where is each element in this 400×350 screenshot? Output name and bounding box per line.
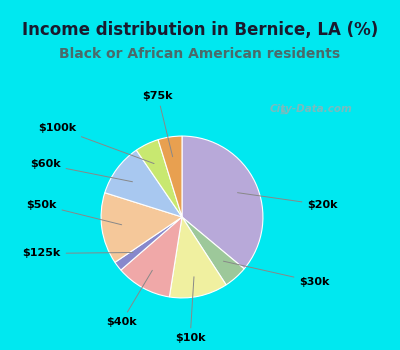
Text: Income distribution in Bernice, LA (%): Income distribution in Bernice, LA (%): [22, 21, 378, 39]
Wedge shape: [136, 140, 182, 217]
Text: $50k: $50k: [26, 200, 122, 225]
Text: $20k: $20k: [238, 193, 338, 210]
Wedge shape: [101, 193, 182, 262]
Text: City-Data.com: City-Data.com: [269, 104, 352, 114]
Wedge shape: [105, 150, 182, 217]
Text: $75k: $75k: [142, 91, 173, 157]
Text: Black or African American residents: Black or African American residents: [60, 47, 340, 61]
Wedge shape: [182, 136, 263, 269]
Text: $100k: $100k: [39, 123, 154, 163]
Text: $125k: $125k: [22, 248, 133, 258]
Wedge shape: [115, 217, 182, 270]
Text: ▲: ▲: [280, 104, 288, 114]
Wedge shape: [158, 136, 182, 217]
Text: $40k: $40k: [106, 270, 152, 327]
Text: $10k: $10k: [175, 277, 205, 343]
Wedge shape: [121, 217, 182, 297]
Text: $30k: $30k: [224, 261, 330, 287]
Text: $60k: $60k: [30, 159, 132, 182]
Wedge shape: [182, 217, 244, 285]
Wedge shape: [169, 217, 226, 298]
